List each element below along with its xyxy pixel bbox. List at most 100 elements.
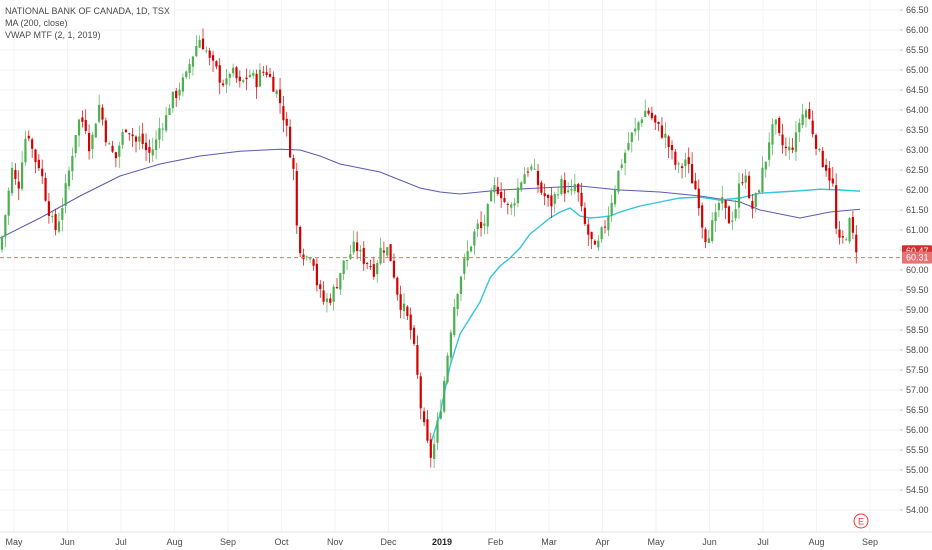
candle-down [218,65,221,83]
candle-up [4,215,7,237]
candle-up [493,185,496,193]
price-tick-label: 59.50 [906,285,929,295]
candle-up [57,221,61,232]
candle-up [761,167,764,192]
candle-down [101,107,104,120]
candle-up [758,190,761,193]
candle-up [155,139,158,150]
time-tick-label: Sep [220,537,236,547]
candle-up [845,239,848,241]
candle-up [443,380,446,412]
price-tick-label: 61.00 [906,225,929,235]
candle-down [34,149,37,163]
candle-down [399,294,402,310]
candle-up [161,128,164,130]
candle-down [272,76,275,92]
candle-down [329,298,332,303]
candle-down [670,144,674,151]
candle-up [77,119,81,136]
time-tick-label: Sep [862,537,878,547]
candle-down [31,139,34,149]
candle-down [563,180,566,194]
candle-down [751,201,754,209]
candle-up [305,256,308,258]
candle-up [717,202,720,211]
candle-up [402,303,406,312]
candle-up [620,164,623,168]
time-tick-label: Jul [115,537,127,547]
candle-up [376,262,379,275]
price-tick-label: 63.00 [906,145,929,155]
candle-down [412,327,416,344]
candle-up [640,119,643,124]
price-tick-label: 56.50 [906,405,929,415]
vwap-line-layer [429,188,861,447]
event-markers: E [853,513,869,529]
candle-down [111,145,114,152]
candle-down [496,186,499,195]
time-tick-label: Jul [757,537,769,547]
candle-up [469,246,473,252]
candle-up [530,166,533,170]
candle-up [818,148,821,151]
candle-up [252,72,255,76]
candle-down [590,232,593,239]
candle-down [356,242,359,251]
price-tick-label: 54.00 [906,505,929,515]
candle-down [131,134,134,137]
candle-up [677,163,680,165]
candle-up [91,134,94,150]
candle-down [215,61,218,67]
candle-up [309,258,312,260]
candle-up [138,136,141,142]
candle-up [771,124,774,145]
candle-up [466,251,469,261]
candle-up [707,238,710,243]
candle-up [774,119,777,125]
candle-up [637,122,640,131]
candle-down [825,164,828,171]
candle-down [322,290,325,302]
price-tick-label: 58.50 [906,325,929,335]
candle-down [37,159,40,169]
candle-up [225,78,228,85]
time-axis[interactable]: May Jun Jul Aug Sep Oct Nov Dec 2019 Feb Mar Apr May… [0,531,932,547]
candle-down [680,166,684,169]
price-axis[interactable]: 66.50 66.00 65.50 65.00 64.50 64.00 63.50 63.00… [900,0,932,550]
candle-down [389,244,392,262]
candle-up [446,355,449,383]
candle-down [657,121,660,124]
last-price-badge-text: 60.47 [906,246,929,256]
candle-up [764,161,767,170]
candle-down [302,254,305,260]
candle-up [567,190,570,193]
candle-up [379,247,382,264]
candle-up [436,420,439,443]
candle-down [285,118,288,126]
candle-up [459,276,463,294]
candle-down [503,197,506,202]
candle-down [282,106,285,121]
candle-down [409,314,412,331]
time-tick-label: Dec [380,537,397,547]
candle-up [523,174,526,184]
price-tick-label: 62.50 [906,165,929,175]
candle-up [600,227,603,240]
candle-down [650,112,653,119]
candle-down [278,89,282,104]
candle-down [536,170,540,186]
candle-down [47,201,50,216]
candle-down [808,109,811,119]
candle-down [201,38,205,50]
candle-down [781,134,784,146]
time-tick-label: Aug [166,537,182,547]
candle-up [64,183,67,206]
candle-down [366,263,369,265]
candle-up [804,110,808,118]
candle-down [416,345,419,375]
candle-down [289,126,292,158]
candle-up [232,67,235,74]
candle-down [114,152,117,159]
